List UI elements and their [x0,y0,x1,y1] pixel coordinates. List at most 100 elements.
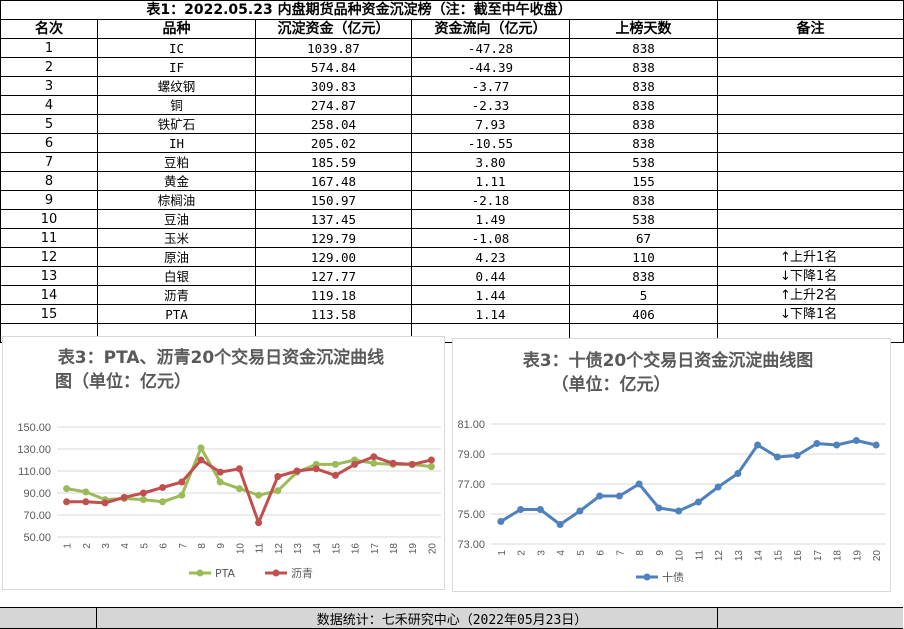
name-cell: IF [97,57,256,77]
x-tick-label: 15 [773,550,784,562]
note-text: 下降1名 [790,268,838,284]
days-cell: 155 [569,171,718,191]
days-cell: 406 [569,304,718,324]
name-cell: IH [97,133,256,153]
note-cell [717,190,904,210]
data-point [255,519,263,527]
flow-cell: 1.44 [411,285,570,305]
flow-cell: 1.11 [411,171,570,191]
pta-asphalt-chart-svg: 表3：PTA、沥青20个交易日资金沉淀曲线图（单位：亿元）150.00130.0… [17,347,441,580]
days-cell: 838 [569,266,718,286]
data-point [82,498,90,506]
data-point [178,478,186,486]
fund-ranking-table: 表1：2022.05.23 内盘期货品种资金沉淀榜（注：截至中午收盘） 名次 品种… [0,0,904,343]
flow-cell: -1.08 [411,228,570,248]
x-tick-label: 6 [159,543,170,549]
x-tick-label: 14 [312,543,323,555]
name-cell: IC [97,38,256,58]
fund-cell: 119.18 [255,285,412,305]
table-header-row: 名次 品种 沉淀资金（亿元） 资金流向（亿元） 上榜天数 备注 [0,19,904,39]
x-tick-label: 5 [139,543,150,549]
name-cell: PTA [97,304,256,324]
fund-cell: 137.45 [255,209,412,229]
name-cell: 螺纹钢 [97,76,256,96]
rank-cell: 10 [0,209,98,229]
y-tick-label: 73.00 [457,539,485,551]
data-point [63,485,71,493]
data-point [635,480,643,488]
chart-title: 表3：十债20个交易日资金沉淀曲线图 [523,350,814,371]
data-point [389,459,397,467]
header-cell: 沉淀资金（亿元） [255,19,412,39]
x-tick-label: 20 [872,550,883,562]
ten-year-bond-chart: 表3：十债20个交易日资金沉淀曲线图 （单位：亿元） 81.00 79.00 77.00… [452,338,891,592]
fund-cell: 205.02 [255,133,412,153]
flow-cell: -47.28 [411,38,570,58]
y-tick-label: 70.00 [23,510,51,522]
data-point [734,470,742,477]
fund-cell: 150.97 [255,190,412,210]
legend-marker [643,573,651,581]
title-empty-cell [717,0,904,20]
flow-cell: -10.55 [411,133,570,153]
table-row: 10 豆油 137.45 1.49 538 [0,209,904,229]
data-point [852,437,860,444]
y-tick-label: 130.00 [17,444,51,456]
flow-cell: -2.33 [411,95,570,115]
x-tick-label: 6 [596,550,607,556]
note-cell: ↓下降1名 [717,266,904,286]
data-point [427,456,435,464]
table-row: 14 沥青 119.18 1.44 5 ↑上升2名 [0,285,904,305]
x-tick-label: 1 [63,543,74,549]
footer-divider [717,607,718,628]
fund-cell: 113.58 [255,304,412,324]
note-cell [717,57,904,77]
data-point [694,498,702,506]
x-tick-label: 16 [351,543,362,555]
x-tick-label: 13 [734,550,745,562]
y-tick-label: 50.00 [23,532,51,544]
data-point [773,453,781,461]
data-point [714,483,722,491]
x-tick-label: 9 [655,550,666,556]
days-cell: 838 [569,76,718,96]
x-tick-label: 19 [408,543,419,555]
y-tick-label: 81.00 [457,419,485,431]
legend-label: 十债 [662,570,684,584]
header-cell: 名次 [0,19,98,39]
x-tick-label: 2 [517,550,528,556]
days-cell: 538 [569,152,718,172]
y-tick-label: 75.00 [457,509,485,521]
x-tick-label: 19 [852,550,863,562]
flow-cell: 1.14 [411,304,570,324]
note-cell: ↑上升2名 [717,285,904,305]
arrow-up-icon: ↑ [780,249,791,265]
table-row: 1 IC 1039.87 -47.28 838 [0,38,904,58]
table-row: 11 玉米 129.79 -1.08 67 [0,228,904,248]
x-tick-label: 7 [178,543,189,549]
note-text: 上升1名 [790,249,838,265]
x-tick-label: 12 [274,543,285,555]
days-cell: 838 [569,190,718,210]
pta-asphalt-chart: 表3：PTA、沥青20个交易日资金沉淀曲线 图（单位：亿元） 150.00 130.0… [2,336,445,590]
x-tick-label: 18 [833,550,844,562]
data-point [408,460,416,468]
data-point [178,491,186,499]
table-row: 2 IF 574.84 -44.39 838 [0,57,904,77]
data-point [120,493,128,501]
table-row: 7 豆粕 185.59 3.80 538 [0,152,904,172]
table-title: 表1：2022.05.23 内盘期货品种资金沉淀榜（注：截至中午收盘） [0,0,718,20]
data-point [754,441,762,449]
days-cell: 838 [569,38,718,58]
x-tick-label: 20 [427,543,438,555]
data-point [517,506,525,513]
x-tick-label: 5 [576,550,587,556]
x-tick-label: 7 [615,550,626,556]
header-cell: 品种 [97,19,256,39]
days-cell: 538 [569,209,718,229]
name-cell: 豆油 [97,209,256,229]
data-point [139,496,147,504]
name-cell: 沥青 [97,285,256,305]
fund-cell: 1039.87 [255,38,412,58]
table-row: 15 PTA 113.58 1.14 406 ↓下降1名 [0,304,904,324]
